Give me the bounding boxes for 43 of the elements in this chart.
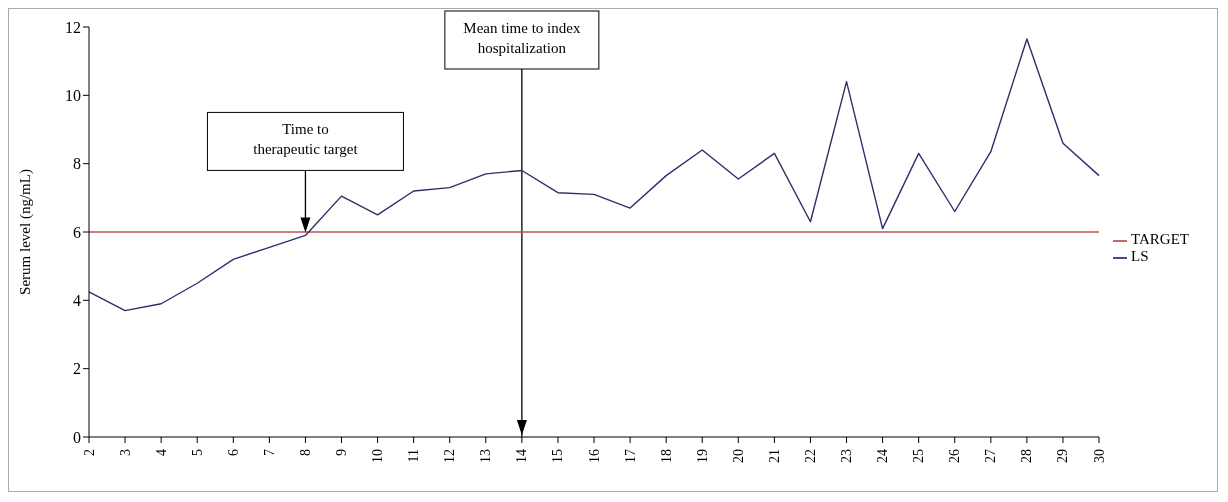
y-tick-label: 12 xyxy=(65,18,81,36)
x-tick-label: 7 xyxy=(261,449,277,456)
arrow-callout: Time to therapeutic target xyxy=(206,111,404,233)
y-tick-label: 0 xyxy=(73,428,81,446)
line-series xyxy=(88,38,1100,312)
x-tick-label: 26 xyxy=(947,449,963,463)
x-tick-label: 21 xyxy=(766,449,782,463)
x-tick-label: 28 xyxy=(1019,449,1035,463)
x-tick-label: 5 xyxy=(189,449,205,456)
x-tick-label: 4 xyxy=(153,449,169,456)
annotation: Time to therapeutic target xyxy=(253,121,359,158)
x-tick-label: 30 xyxy=(1091,449,1107,463)
x-tick-label: 15 xyxy=(550,449,566,463)
x-tick-label: 3 xyxy=(117,449,133,456)
x-tick-label: 9 xyxy=(334,449,350,456)
x-tick-label: 20 xyxy=(730,449,746,463)
x-tick-label: 8 xyxy=(297,449,313,456)
x-tick-label: 6 xyxy=(225,449,241,456)
x-tick-label: 16 xyxy=(586,449,602,463)
x-tick-label: 13 xyxy=(478,449,494,463)
y-tick-label: 10 xyxy=(65,87,81,105)
y-tick-label: 2 xyxy=(73,360,81,378)
legend-label: LS xyxy=(1131,248,1149,264)
x-tick-label: 25 xyxy=(911,449,927,463)
x-tick-label: 11 xyxy=(406,449,422,463)
x-tick-label: 19 xyxy=(694,449,710,463)
x-tick-label: 17 xyxy=(622,449,638,463)
x-tick-label: 14 xyxy=(514,449,530,463)
legend-label: TARGET xyxy=(1131,231,1189,247)
x-tick-label: 18 xyxy=(658,449,674,463)
x-tick-label: 23 xyxy=(839,449,855,463)
x-tick-label: 29 xyxy=(1055,449,1071,463)
x-tick-label: 10 xyxy=(370,449,386,463)
ref-line-label: Mean time to index hospitalization xyxy=(463,20,581,56)
x-tick-label: 12 xyxy=(442,449,458,463)
x-tick-label: 2 xyxy=(81,449,97,456)
y-axis-title: Serum level (ng/mL) xyxy=(17,169,35,295)
x-tick-label: 22 xyxy=(802,449,818,463)
y-tick-label: 4 xyxy=(73,292,81,310)
y-tick-label: 6 xyxy=(73,223,81,241)
x-tick-label: 27 xyxy=(983,449,999,463)
x-tick-label: 24 xyxy=(875,449,891,463)
y-tick-label: 8 xyxy=(73,155,81,173)
